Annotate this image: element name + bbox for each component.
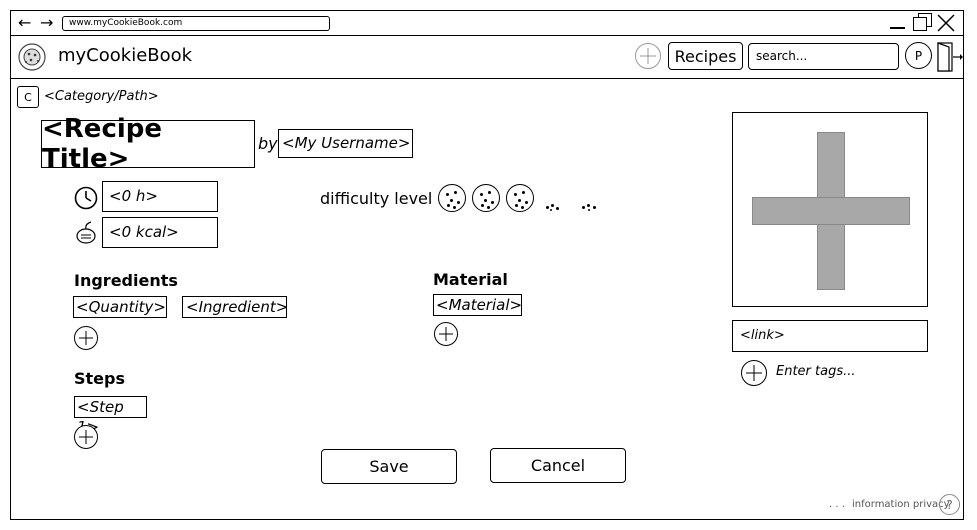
recipe-title-placeholder: <Recipe Title> — [42, 114, 163, 174]
cookie-logo-icon — [18, 43, 46, 71]
quantity-field[interactable]: <Quantity> — [73, 296, 167, 318]
help-icon: ? — [946, 497, 953, 512]
kcal-field[interactable]: <0 kcal> — [102, 217, 218, 248]
recipes-button[interactable]: Recipes — [668, 42, 743, 70]
breadcrumb-path[interactable]: <Category/Path> — [44, 89, 159, 104]
material-placeholder: <Material> — [436, 296, 523, 314]
add-step-icon[interactable] — [74, 425, 98, 449]
exit-door-icon — [937, 42, 963, 72]
calorie-icon — [73, 219, 99, 245]
add-ingredient-icon[interactable] — [74, 326, 98, 350]
cancel-button[interactable]: Cancel — [490, 448, 626, 483]
kcal-placeholder: <0 kcal> — [109, 223, 179, 241]
by-label: by — [258, 134, 278, 153]
add-recipe-icon[interactable] — [635, 43, 661, 69]
difficulty-crumbs-5-icon[interactable] — [581, 202, 601, 214]
category-button-label: C — [24, 90, 32, 104]
recipes-button-label: Recipes — [674, 46, 737, 66]
difficulty-cookie-3-icon[interactable] — [506, 184, 534, 212]
app-name: myCookieBook — [58, 45, 193, 66]
time-placeholder: <0 h> — [109, 187, 158, 205]
close-window-button[interactable] — [936, 13, 956, 33]
close-icon — [937, 14, 955, 32]
back-button[interactable]: ← — [18, 13, 32, 32]
ingredient-field[interactable]: <Ingredient> — [182, 296, 289, 318]
maximize-button[interactable] — [913, 13, 933, 33]
forward-button[interactable]: → — [40, 13, 54, 32]
ingredients-heading: Ingredients — [74, 271, 178, 290]
logout-button[interactable] — [936, 41, 963, 73]
difficulty-cookie-1-icon[interactable] — [438, 184, 466, 212]
add-image-plus-center — [818, 198, 844, 224]
search-input[interactable]: search... — [748, 43, 899, 70]
header-divider — [10, 78, 964, 79]
category-button[interactable]: C — [17, 86, 39, 108]
material-field[interactable]: <Material> — [433, 294, 522, 316]
add-material-icon[interactable] — [434, 322, 458, 346]
save-button-label: Save — [369, 457, 409, 476]
username-placeholder: <My Username> — [282, 134, 411, 152]
difficulty-cookie-2-icon[interactable] — [472, 184, 500, 212]
difficulty-label: difficulty level — [320, 189, 433, 208]
window-frame — [10, 10, 964, 520]
link-field[interactable]: <link> — [732, 320, 928, 352]
recipe-title-field[interactable]: <Recipe Title> — [41, 114, 255, 174]
help-button[interactable]: ? — [939, 494, 960, 515]
url-bar[interactable]: www.myCookieBook.com — [62, 16, 330, 31]
add-image-area[interactable] — [732, 112, 928, 307]
difficulty-crumbs-4-icon[interactable] — [544, 202, 564, 214]
url-text: www.myCookieBook.com — [69, 18, 183, 28]
material-heading: Material — [433, 270, 508, 289]
profile-button[interactable]: P — [905, 42, 932, 69]
clock-icon — [74, 186, 98, 210]
maximize-icon — [913, 17, 927, 31]
minimize-button[interactable] — [890, 15, 906, 31]
difficulty-rating[interactable] — [436, 182, 616, 216]
steps-heading: Steps — [74, 369, 125, 388]
ingredient-placeholder: <Ingredient> — [186, 298, 289, 316]
link-placeholder: <link> — [740, 328, 785, 343]
app-logo[interactable] — [17, 42, 47, 72]
minimize-icon — [890, 27, 905, 29]
username-field[interactable]: <My Username> — [278, 129, 413, 158]
save-button[interactable]: Save — [321, 449, 457, 484]
add-tag-icon[interactable] — [741, 360, 767, 386]
step-1-field[interactable]: <Step 1> — [74, 396, 147, 436]
cancel-button-label: Cancel — [530, 456, 586, 475]
profile-initial: P — [914, 48, 923, 63]
time-field[interactable]: <0 h> — [102, 181, 218, 212]
search-placeholder: search... — [756, 49, 808, 63]
tags-input[interactable]: Enter tags... — [776, 364, 856, 379]
footer-dots: . . . — [829, 499, 845, 510]
privacy-link[interactable]: information privacy — [852, 499, 950, 510]
browser-bar-divider — [10, 35, 964, 36]
quantity-placeholder: <Quantity> — [76, 298, 166, 316]
